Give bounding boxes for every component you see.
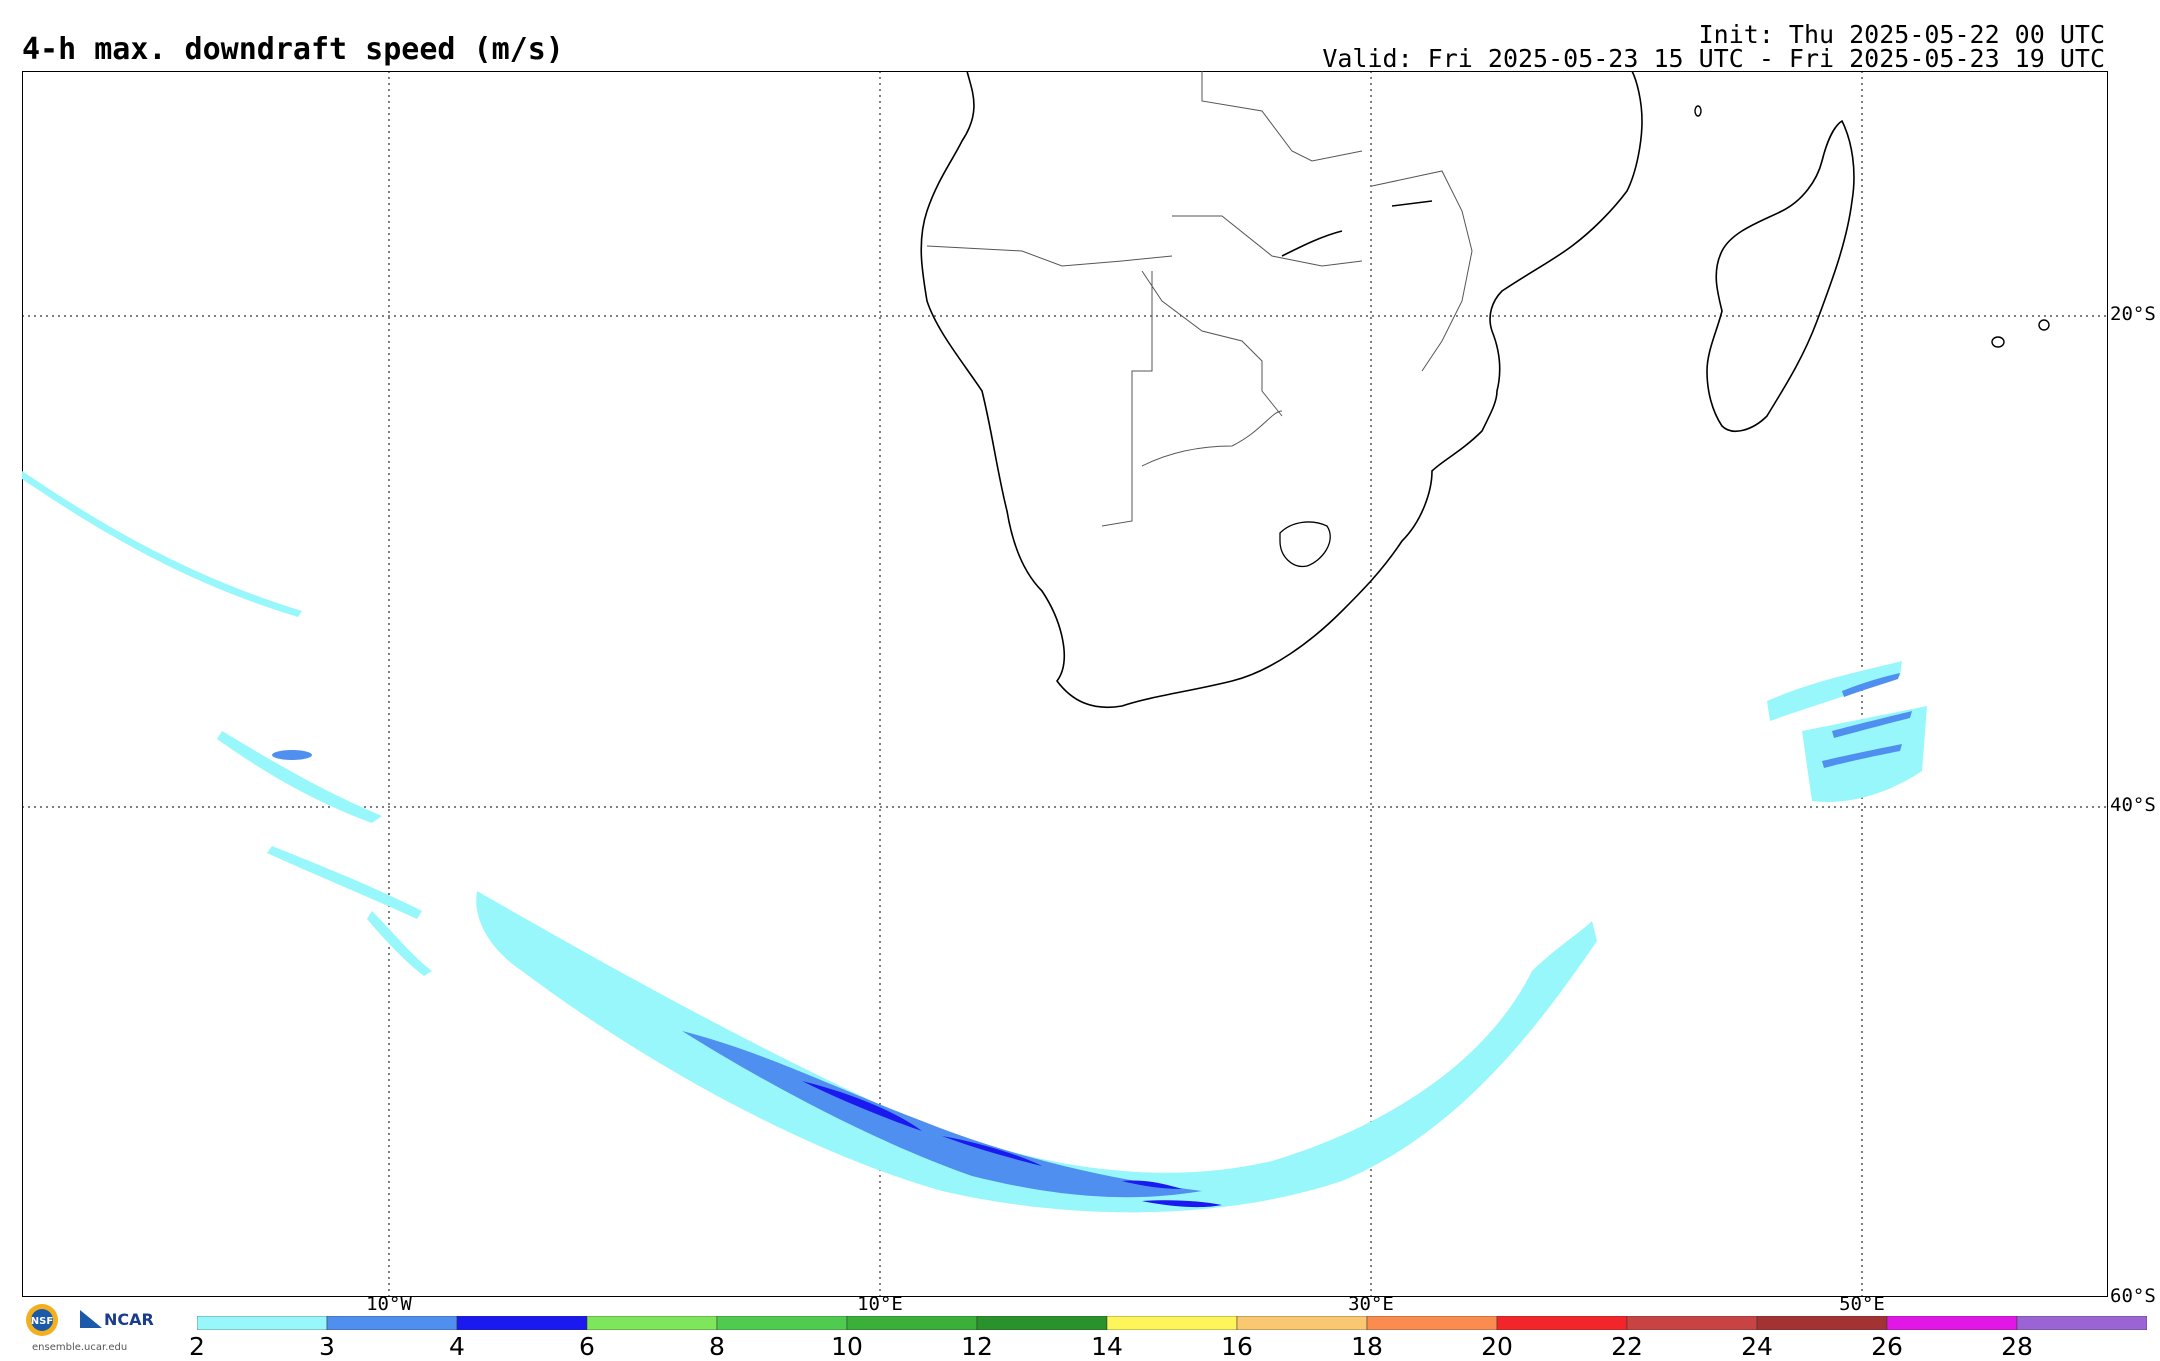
map-panel[interactable]	[22, 71, 2108, 1297]
ncar-logo-text: NCAR	[104, 1310, 154, 1329]
lon-label-10w: 10°W	[366, 1293, 412, 1315]
map-title: 4-h max. downdraft speed (m/s)	[22, 32, 564, 67]
colorbar-tick-label: 10	[831, 1332, 863, 1361]
colorbar-tick-label: 20	[1481, 1332, 1513, 1361]
colorbar-segment	[586, 1316, 718, 1330]
colorbar	[197, 1316, 2147, 1330]
colorbar-tick-label: 2	[189, 1332, 205, 1361]
reunion-outline	[2038, 319, 2050, 331]
lake-victoria-area	[1281, 200, 1433, 257]
colorbar-tick-label: 28	[2001, 1332, 2033, 1361]
colorbar-segment	[846, 1316, 978, 1330]
colorbar-segment	[716, 1316, 848, 1330]
colorbar-tick-label: 24	[1741, 1332, 1773, 1361]
nsf-logo-icon: NSF	[26, 1304, 58, 1336]
colorbar-segment	[1366, 1316, 1498, 1330]
svg-text:NSF: NSF	[31, 1316, 53, 1327]
lat-label-20s: 20°S	[2110, 303, 2156, 325]
colorbar-segment	[976, 1316, 1108, 1330]
colorbar-tick-label: 16	[1221, 1332, 1253, 1361]
mauritius-outline	[1991, 336, 2005, 348]
lat-label-40s: 40°S	[2110, 794, 2156, 816]
lat-label-60s: 60°S	[2110, 1285, 2156, 1307]
valid-time: Valid: Fri 2025-05-23 15 UTC - Fri 2025-…	[1322, 44, 2105, 73]
comoros-outline	[1694, 105, 1702, 117]
country-borders	[926, 71, 1473, 527]
colorbar-tick-label: 26	[1871, 1332, 1903, 1361]
colorbar-tick-label: 14	[1091, 1332, 1123, 1361]
lon-label-30e: 30°E	[1348, 1293, 1394, 1315]
colorbar-tick-label: 22	[1611, 1332, 1643, 1361]
colorbar-segment	[1496, 1316, 1628, 1330]
lon-label-50e: 50°E	[1839, 1293, 1885, 1315]
colorbar-segment	[1106, 1316, 1238, 1330]
colorbar-segment	[1236, 1316, 1368, 1330]
colorbar-segment	[1886, 1316, 2018, 1330]
downdraft-field-arc	[476, 891, 1598, 1213]
colorbar-tick-label: 4	[449, 1332, 465, 1361]
colorbar-segment	[2016, 1316, 2147, 1330]
init-time: Init: Thu 2025-05-22 00 UTC	[1698, 20, 2105, 49]
colorbar-tick-label: 18	[1351, 1332, 1383, 1361]
colorbar-segment	[456, 1316, 588, 1330]
downdraft-field-west	[22, 471, 432, 976]
colorbar-segment	[197, 1316, 328, 1330]
colorbar-segment	[1756, 1316, 1888, 1330]
logo-url: ensemble.ucar.edu	[32, 1342, 128, 1353]
colorbar-tick-label: 8	[709, 1332, 725, 1361]
downdraft-field-east	[1767, 661, 1927, 802]
lesotho-border	[1279, 521, 1331, 568]
colorbar-tick-label: 6	[579, 1332, 595, 1361]
ncar-logo-icon	[80, 1310, 102, 1328]
colorbar-tick-label: 12	[961, 1332, 993, 1361]
lon-label-10e: 10°E	[857, 1293, 903, 1315]
colorbar-segment	[326, 1316, 458, 1330]
madagascar-outline	[1706, 119, 1855, 432]
africa-coastline	[920, 71, 1643, 708]
colorbar-segment	[1626, 1316, 1758, 1330]
colorbar-tick-label: 3	[319, 1332, 335, 1361]
